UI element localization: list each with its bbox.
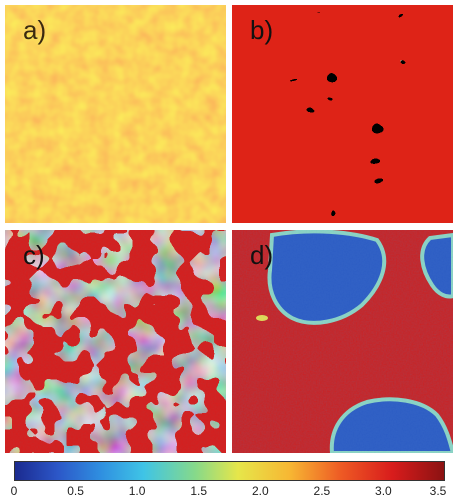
panel-b: b) bbox=[232, 5, 453, 223]
colorbar-tick: 0.5 bbox=[67, 484, 84, 498]
colorbar-tick: 3.0 bbox=[375, 484, 392, 498]
panel-c-label: c) bbox=[23, 240, 45, 270]
panel-d: d) bbox=[232, 230, 453, 453]
panel-b-label: b) bbox=[250, 15, 274, 45]
colorbar-tick: 0 bbox=[10, 484, 18, 498]
colorbar-tick: 2.0 bbox=[251, 484, 269, 498]
panel-d-label: d) bbox=[250, 240, 274, 270]
panel-c-image bbox=[5, 230, 226, 453]
panel-a-image bbox=[5, 5, 226, 223]
colorbar bbox=[14, 461, 445, 481]
panel-a-label: a) bbox=[23, 15, 47, 45]
colorbar-tick: 2.5 bbox=[313, 484, 331, 498]
panel-c: c) bbox=[5, 230, 226, 453]
colorbar-tick: 1.0 bbox=[128, 484, 146, 498]
panel-b-image bbox=[232, 5, 453, 223]
panel-d-image bbox=[232, 230, 453, 453]
colorbar-tick: 3.5 bbox=[429, 484, 447, 498]
panel-a: a) bbox=[5, 5, 226, 223]
colorbar-tick: 1.5 bbox=[190, 484, 208, 498]
